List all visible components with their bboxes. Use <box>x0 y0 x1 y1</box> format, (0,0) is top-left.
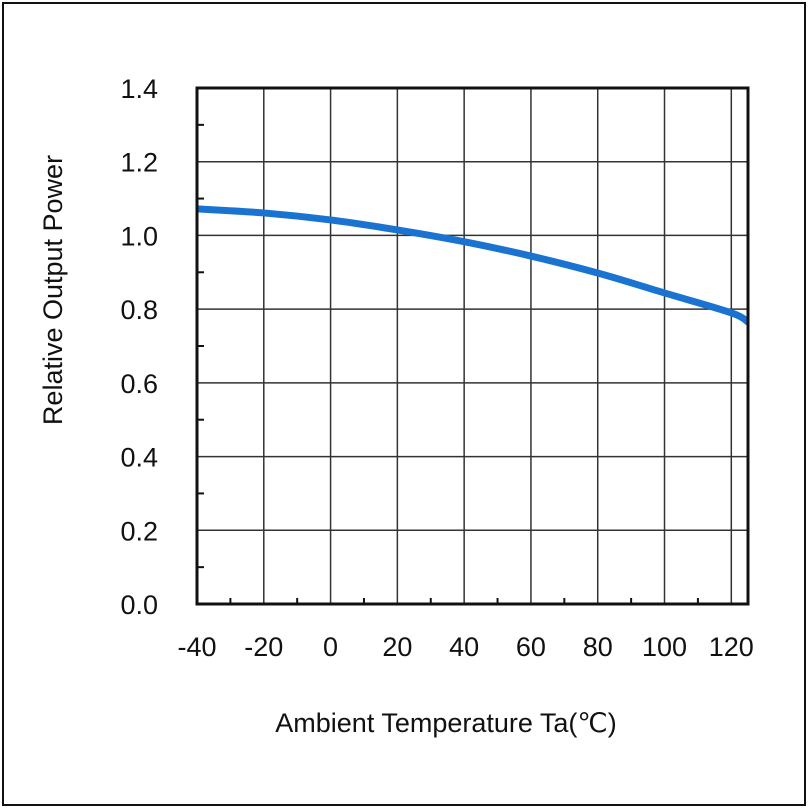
x-tick-label: -20 <box>244 632 283 662</box>
y-tick-label: 1.2 <box>120 148 158 178</box>
x-tick-label: -40 <box>177 632 216 662</box>
x-tick-label: 120 <box>709 632 754 662</box>
y-tick-label: 0.0 <box>120 590 158 620</box>
y-tick-label: 0.8 <box>120 295 158 325</box>
x-tick-label: 100 <box>642 632 687 662</box>
x-tick-label: 80 <box>583 632 613 662</box>
y-tick-label: 0.6 <box>120 369 158 399</box>
ticks <box>197 123 699 604</box>
tick-labels: -40 -20 0 20 40 60 80 100 120 0.0 0.2 0.4 0.6 0.8 1.0 1… <box>120 74 753 662</box>
x-tick-label: 0 <box>323 632 338 662</box>
x-tick-label: 20 <box>382 632 412 662</box>
series <box>196 205 750 326</box>
y-tick-label: 0.2 <box>120 516 158 546</box>
y-tick-label: 1.0 <box>120 221 158 251</box>
plot-border <box>195 86 750 606</box>
x-axis-label: Ambient Temperature Ta(℃) <box>275 708 616 738</box>
series-line <box>196 205 750 326</box>
y-axis-label: Relative Output Power <box>38 155 68 425</box>
grid <box>196 87 748 605</box>
y-tick-label: 0.4 <box>120 443 158 473</box>
y-tick-label: 1.4 <box>120 74 158 104</box>
x-tick-label: 40 <box>449 632 479 662</box>
x-tick-label: 60 <box>516 632 546 662</box>
